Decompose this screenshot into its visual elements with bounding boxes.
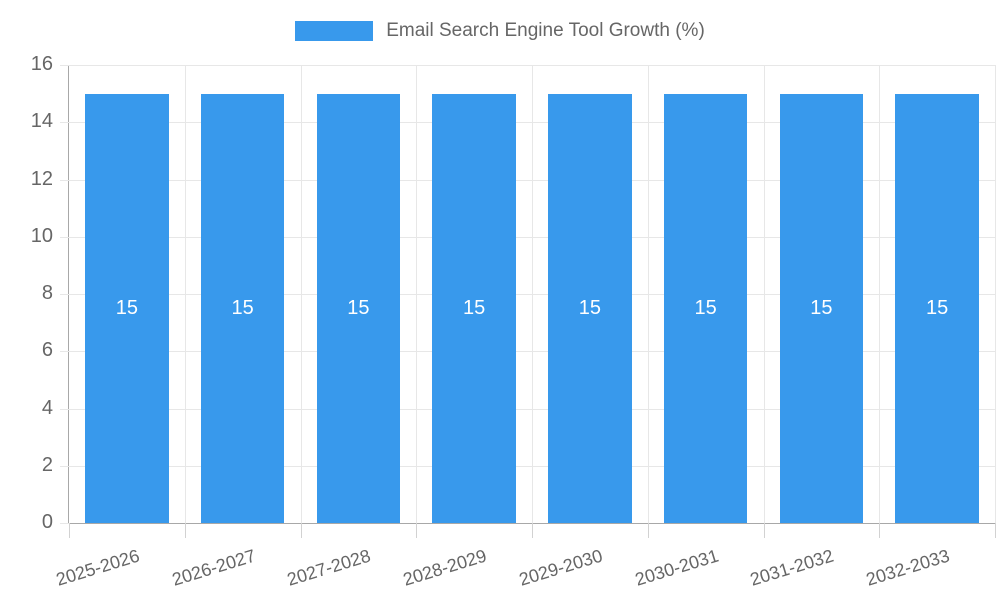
legend-swatch[interactable] bbox=[295, 21, 374, 41]
bar: 15 bbox=[663, 93, 748, 523]
gridline-h bbox=[60, 465, 995, 467]
gridline-v bbox=[300, 65, 302, 523]
bar-value-label: 15 bbox=[463, 296, 486, 319]
bar-value-label: 15 bbox=[115, 296, 138, 319]
y-axis-label: 14 bbox=[30, 110, 53, 133]
bar-column: 15 2031-2032 bbox=[748, 65, 880, 590]
gridline-v bbox=[532, 65, 533, 523]
bar-value-label: 15 bbox=[231, 296, 254, 319]
bar-column: 15 2032-2033 bbox=[864, 65, 995, 590]
y-axis-label: 12 bbox=[30, 167, 53, 190]
x-axis-tick bbox=[763, 523, 765, 538]
bar-columns: 15 2025-2026 15 2026-2027 15 2027-2028 1… bbox=[53, 65, 995, 590]
gridline-v bbox=[879, 65, 881, 523]
x-axis-tick bbox=[995, 523, 996, 538]
bar: 15 bbox=[548, 93, 632, 523]
y-axis-label: 4 bbox=[41, 396, 53, 419]
bar-column: 15 2029-2030 bbox=[516, 65, 648, 590]
gridline-h bbox=[60, 294, 995, 295]
x-axis-tick bbox=[879, 523, 881, 538]
gridline-v bbox=[184, 65, 186, 523]
chart-legend[interactable]: Email Search Engine Tool Growth (%) bbox=[0, 20, 1000, 42]
x-axis-tick bbox=[69, 523, 70, 538]
bar-value-label: 15 bbox=[578, 296, 601, 319]
x-axis-label: 2031-2032 bbox=[747, 545, 837, 590]
gridline-v bbox=[647, 65, 649, 523]
x-axis-label: 2025-2026 bbox=[53, 545, 142, 590]
gridline-v bbox=[416, 65, 418, 523]
bar-column: 15 2028-2029 bbox=[401, 65, 532, 590]
gridline-h bbox=[60, 351, 995, 353]
x-axis-label: 2032-2033 bbox=[863, 545, 952, 590]
bar: 15 bbox=[432, 93, 516, 523]
gridline-v bbox=[763, 65, 765, 523]
gridline-v bbox=[995, 65, 996, 523]
bar-column: 15 2030-2031 bbox=[632, 65, 764, 590]
gridline-h bbox=[60, 65, 995, 66]
gridline-h bbox=[60, 236, 995, 238]
bar: 15 bbox=[200, 93, 285, 523]
y-axis-label: 2 bbox=[41, 453, 53, 476]
legend-label: Email Search Engine Tool Growth (%) bbox=[386, 20, 705, 41]
x-axis-tick bbox=[647, 523, 649, 538]
y-axis-label: 10 bbox=[30, 224, 53, 247]
bar-value-label: 15 bbox=[926, 296, 949, 319]
x-axis-tick bbox=[532, 523, 533, 538]
x-axis-tick bbox=[416, 523, 418, 538]
gridline-h bbox=[60, 122, 995, 124]
x-axis-label: 2029-2030 bbox=[516, 545, 605, 590]
x-axis-label: 2028-2029 bbox=[400, 545, 489, 590]
plot-area: 16 14 12 10 8 6 4 2 0 15 2025-2026 15 20… bbox=[31, 53, 996, 590]
gridline-h bbox=[60, 523, 69, 524]
gridline-h bbox=[60, 408, 995, 410]
x-axis-tick bbox=[184, 523, 186, 538]
bar: 15 bbox=[316, 93, 401, 523]
x-axis-label: 2030-2031 bbox=[632, 545, 721, 590]
bar: 15 bbox=[779, 93, 864, 523]
bar-column: 15 2025-2026 bbox=[53, 65, 185, 590]
bar-value-label: 15 bbox=[694, 296, 717, 319]
bar: 15 bbox=[895, 93, 979, 523]
x-axis-label: 2026-2027 bbox=[169, 545, 258, 590]
bar: 15 bbox=[85, 93, 169, 523]
bar-column: 15 2026-2027 bbox=[169, 65, 301, 590]
x-axis-label: 2027-2028 bbox=[284, 545, 374, 590]
y-axis-label: 16 bbox=[30, 53, 53, 76]
y-axis-label: 6 bbox=[41, 339, 53, 362]
x-axis-tick bbox=[300, 523, 302, 538]
y-axis-label: 8 bbox=[41, 282, 53, 305]
bar-value-label: 15 bbox=[810, 296, 833, 319]
y-axis-label: 0 bbox=[41, 511, 53, 534]
bar-column: 15 2027-2028 bbox=[285, 65, 417, 590]
gridline-h bbox=[60, 179, 995, 181]
bar-value-label: 15 bbox=[347, 296, 370, 319]
